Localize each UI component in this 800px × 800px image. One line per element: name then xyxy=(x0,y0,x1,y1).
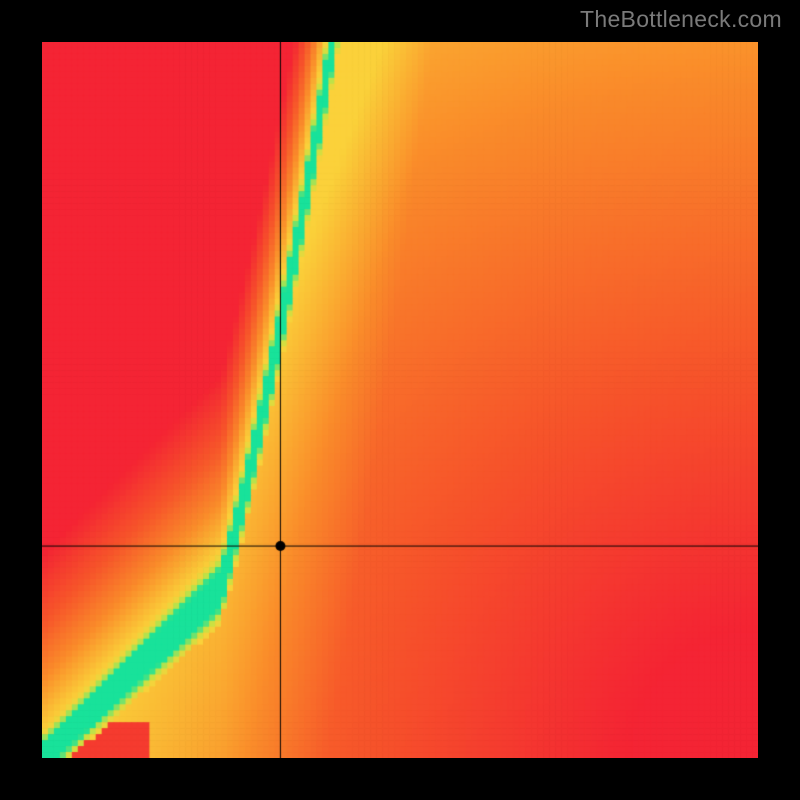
watermark-text: TheBottleneck.com xyxy=(580,6,782,33)
figure-frame: TheBottleneck.com xyxy=(0,0,800,800)
bottleneck-heatmap xyxy=(42,42,758,758)
